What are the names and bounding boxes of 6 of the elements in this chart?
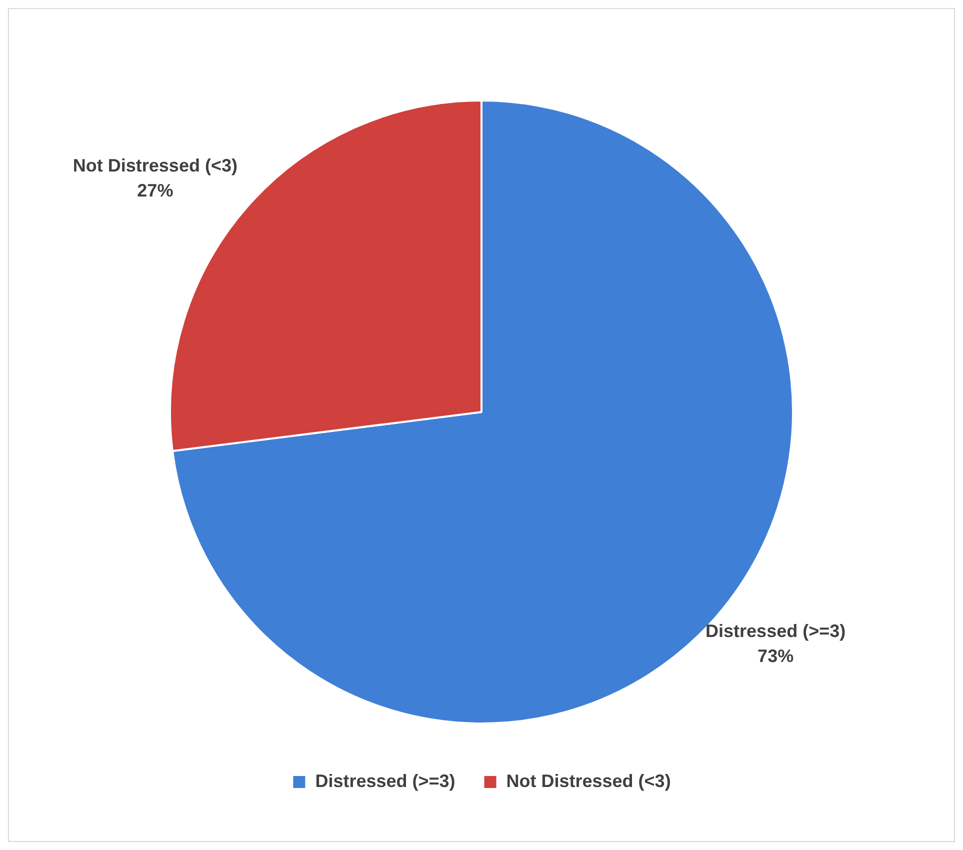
legend-label: Distressed (>=3) bbox=[315, 770, 456, 791]
data-label: 27% bbox=[137, 180, 174, 201]
data-label: 73% bbox=[758, 646, 794, 666]
legend-label: Not Distressed (<3) bbox=[506, 770, 671, 791]
slice-label: Distressed (>=3) bbox=[706, 621, 846, 642]
slice-label: Not Distressed (<3) bbox=[72, 156, 238, 176]
